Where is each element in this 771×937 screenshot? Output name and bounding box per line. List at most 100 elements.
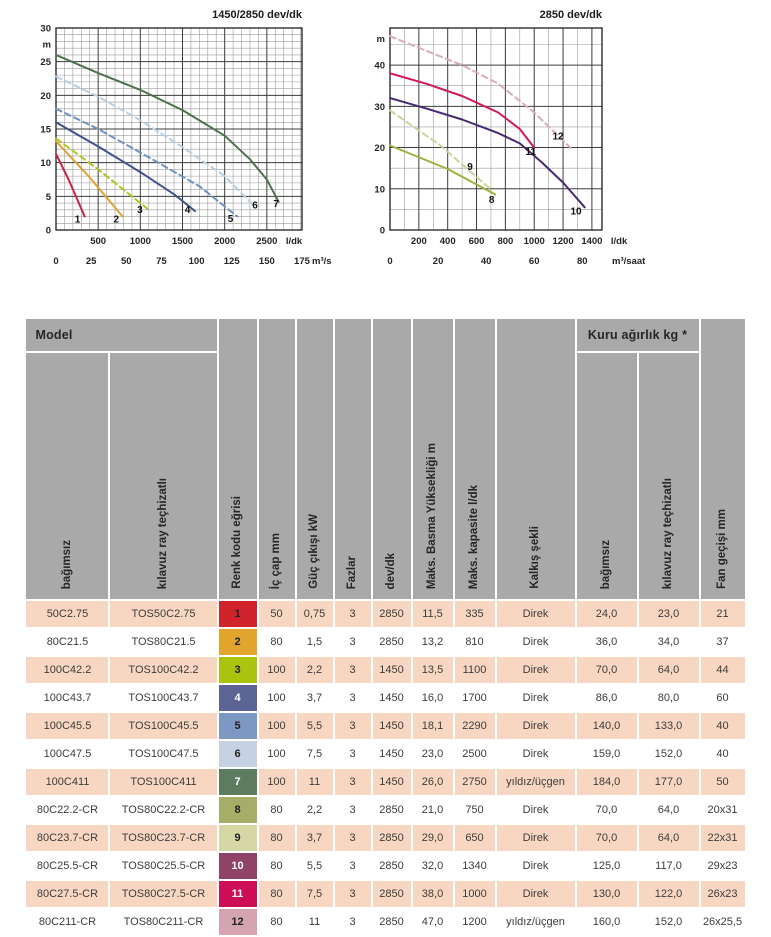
svg-text:20: 20	[40, 91, 51, 102]
header-model-kilavuz: kılavuz ray teçhizatlı	[110, 353, 217, 599]
svg-text:200: 200	[411, 236, 427, 247]
header-fazlar: Fazlar	[334, 319, 371, 599]
cell-model-bagimsiz: 80C25.5-CR	[26, 853, 109, 879]
cell-maks-kapasite: 335	[454, 601, 495, 627]
cell-kalkis-sekli: Direk	[496, 741, 575, 767]
svg-text:125: 125	[224, 256, 241, 267]
cell-maks-kapasite: 1200	[454, 909, 495, 935]
svg-text:10: 10	[374, 184, 385, 195]
cell-fazlar: 3	[334, 601, 371, 627]
svg-text:2500: 2500	[256, 236, 277, 247]
svg-text:2000: 2000	[214, 236, 235, 247]
cell-model-bagimsiz: 100C43.7	[26, 685, 109, 711]
chart-2850-dev-dk: 2850 dev/dk 0 10 20 30 40 m 200 400 600 800 1000 120…	[358, 4, 660, 281]
color-code-badge: 2	[218, 629, 257, 655]
cell-model-kilavuz: TOS80C22.2-CR	[110, 797, 217, 823]
svg-text:50: 50	[121, 256, 132, 267]
curve-number-label: 8	[489, 195, 495, 206]
cell-kuru-bagimsiz: 125,0	[576, 853, 637, 879]
color-code-badge: 9	[218, 825, 257, 851]
cell-kuru-kilavuz: 152,0	[638, 909, 699, 935]
svg-text:800: 800	[497, 236, 513, 247]
cell-model-bagimsiz: 80C211-CR	[26, 909, 109, 935]
header-model-bagimsiz: bağımsız	[26, 353, 109, 599]
cell-guc-cikisi: 11	[296, 769, 333, 795]
pump-curve-10	[389, 97, 586, 209]
cell-model-bagimsiz: 80C22.2-CR	[26, 797, 109, 823]
table-row: 50C2.75 TOS50C2.75 1 50 0,75 3 2850 11,5 335 Dire…	[26, 601, 745, 627]
cell-kuru-kilavuz: 64,0	[638, 797, 699, 823]
pump-curve-11	[389, 72, 536, 149]
svg-text:100: 100	[189, 256, 205, 267]
svg-text:5: 5	[46, 192, 52, 203]
cell-devdk: 2850	[372, 909, 411, 935]
cell-model-kilavuz: TOS80C25.5-CR	[110, 853, 217, 879]
color-code-badge: 10	[218, 853, 257, 879]
cell-guc-cikisi: 5,5	[296, 713, 333, 739]
cell-kuru-kilavuz: 34,0	[638, 629, 699, 655]
cell-fazlar: 3	[334, 769, 371, 795]
svg-text:1500: 1500	[172, 236, 193, 247]
svg-text:m: m	[43, 40, 51, 51]
header-devdk: dev/dk	[372, 319, 411, 599]
cell-ic-cap: 80	[258, 853, 295, 879]
cell-model-kilavuz: TOS80C23.7-CR	[110, 825, 217, 851]
curve-number-label: 3	[137, 205, 143, 216]
cell-model-bagimsiz: 80C21.5	[26, 629, 109, 655]
cell-devdk: 2850	[372, 601, 411, 627]
pump-curve-12	[389, 35, 572, 149]
cell-kuru-bagimsiz: 159,0	[576, 741, 637, 767]
cell-ic-cap: 80	[258, 825, 295, 851]
table-row: 80C22.2-CR TOS80C22.2-CR 8 80 2,2 3 2850 21,0 75…	[26, 797, 745, 823]
cell-devdk: 1450	[372, 657, 411, 683]
curve-number-label: 10	[570, 206, 582, 217]
pump-curve-7	[55, 53, 280, 203]
cell-kalkis-sekli: Direk	[496, 713, 575, 739]
chart-title: 1450/2850 dev/dk	[212, 9, 303, 21]
cell-kalkis-sekli: Direk	[496, 629, 575, 655]
cell-fazlar: 3	[334, 881, 371, 907]
color-code-badge: 8	[218, 797, 257, 823]
table-row: 80C21.5 TOS80C21.5 2 80 1,5 3 2850 13,2 810 Direk…	[26, 629, 745, 655]
cell-maks-kapasite: 1340	[454, 853, 495, 879]
cell-fan-gecisi: 21	[700, 601, 745, 627]
cell-fan-gecisi: 60	[700, 685, 745, 711]
cell-ic-cap: 80	[258, 909, 295, 935]
cell-ic-cap: 100	[258, 769, 295, 795]
cell-fazlar: 3	[334, 629, 371, 655]
pump-curve-2	[55, 140, 124, 218]
table-row: 100C411 TOS100C411 7 100 11 3 1450 26,0 2750 yıld…	[26, 769, 745, 795]
cell-maks-kapasite: 1700	[454, 685, 495, 711]
svg-text:400: 400	[440, 236, 456, 247]
cell-maks-kapasite: 1000	[454, 881, 495, 907]
cell-maks-basma: 13,5	[412, 657, 453, 683]
cell-guc-cikisi: 11	[296, 909, 333, 935]
header-kuru-bagimsiz: bağımsız	[576, 353, 637, 599]
color-code-badge: 3	[218, 657, 257, 683]
chart-1450-2850-dev-dk: 1450/2850 dev/dk 0 5 10 15 20 25 30 m 500 1000 1500…	[18, 4, 342, 281]
svg-text:25: 25	[86, 256, 97, 267]
cell-maks-kapasite: 1100	[454, 657, 495, 683]
pump-curve-5	[55, 107, 239, 218]
table-row: 100C47.5 TOS100C47.5 6 100 7,5 3 1450 23,0 2500 D…	[26, 741, 745, 767]
header-maks-basma: Maks. Basma Yüksekliği m	[412, 319, 453, 599]
table-row: 80C25.5-CR TOS80C25.5-CR 10 80 5,5 3 2850 32,0 1…	[26, 853, 745, 879]
cell-fan-gecisi: 26x25,5	[700, 909, 745, 935]
cell-ic-cap: 80	[258, 629, 295, 655]
curve-number-label: 7	[273, 199, 279, 210]
cell-ic-cap: 100	[258, 741, 295, 767]
color-code-badge: 7	[218, 769, 257, 795]
cell-fan-gecisi: 26x23	[700, 881, 745, 907]
pump-curve-8	[389, 144, 497, 196]
cell-guc-cikisi: 1,5	[296, 629, 333, 655]
svg-text:m³/saat: m³/saat	[612, 256, 646, 267]
cell-devdk: 1450	[372, 713, 411, 739]
color-code-badge: 12	[218, 909, 257, 935]
cell-fan-gecisi: 22x31	[700, 825, 745, 851]
cell-kuru-kilavuz: 23,0	[638, 601, 699, 627]
cell-kuru-bagimsiz: 70,0	[576, 825, 637, 851]
cell-model-bagimsiz: 100C47.5	[26, 741, 109, 767]
cell-devdk: 1450	[372, 685, 411, 711]
cell-kuru-kilavuz: 80,0	[638, 685, 699, 711]
cell-kuru-kilavuz: 177,0	[638, 769, 699, 795]
